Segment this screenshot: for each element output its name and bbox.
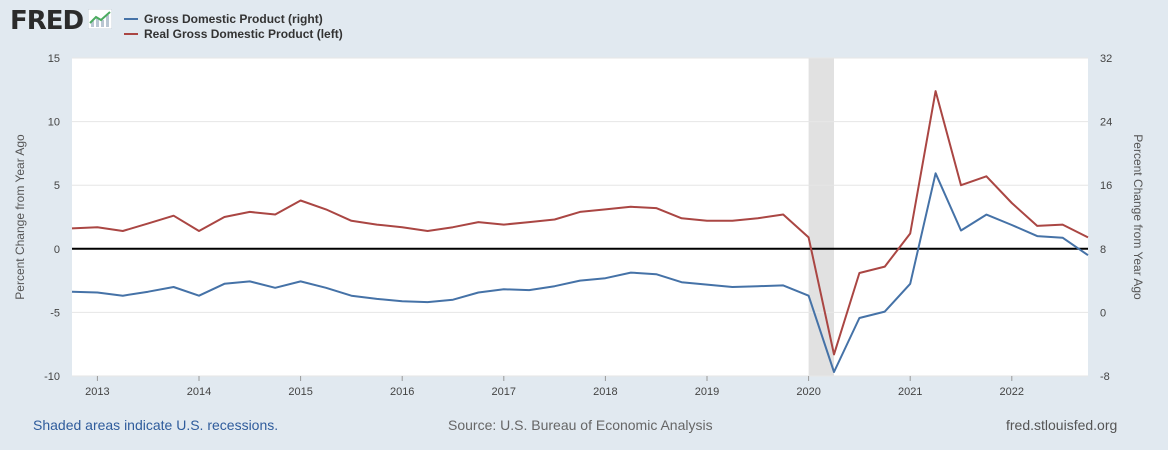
legend-label-gdp: Gross Domestic Product (right) [144, 11, 323, 26]
y-tick-label-right: 8 [1100, 244, 1106, 256]
x-tick-label: 2017 [492, 386, 516, 398]
y-tick-label-left: -5 [50, 307, 60, 319]
series-line-gdp[interactable] [71, 172, 1089, 373]
x-tick-label: 2016 [390, 386, 414, 398]
legend-item-real-gdp[interactable]: Real Gross Domestic Product (left) [124, 26, 343, 41]
y-tick-label-right: 0 [1100, 307, 1106, 319]
series-line-real-gdp[interactable] [71, 90, 1089, 356]
x-tick-label: 2021 [898, 386, 922, 398]
y-tick-label-right: 16 [1100, 180, 1112, 192]
recession-band [808, 58, 834, 376]
y-tick-label-left: 5 [54, 180, 60, 192]
y-tick-label-right: 24 [1100, 117, 1112, 129]
x-tick-label: 2013 [85, 386, 109, 398]
fred-chart-icon [88, 9, 112, 29]
y-axis-label-left: Percent Change from Year Ago [13, 134, 27, 300]
plot-area [72, 58, 1088, 376]
x-tick-label: 2019 [695, 386, 719, 398]
legend-item-gdp[interactable]: Gross Domestic Product (right) [124, 11, 343, 26]
y-tick-label-right: 32 [1100, 53, 1112, 65]
source-text: Source: U.S. Bureau of Economic Analysis [448, 417, 713, 433]
legend-swatch-real-gdp [124, 32, 138, 35]
y-tick-label-left: 10 [48, 117, 60, 129]
y-tick-label-left: 15 [48, 53, 60, 65]
x-tick-label: 2014 [187, 386, 211, 398]
site-link[interactable]: fred.stlouisfed.org [1006, 417, 1118, 433]
fred-logo[interactable]: FRED [10, 6, 84, 36]
legend: Gross Domestic Product (right) Real Gros… [124, 11, 343, 41]
y-tick-label-right: -8 [1100, 371, 1110, 383]
x-tick-label: 2015 [288, 386, 312, 398]
legend-label-real-gdp: Real Gross Domestic Product (left) [144, 26, 343, 41]
y-tick-label-left: 0 [54, 244, 60, 256]
legend-swatch-gdp [124, 17, 138, 20]
y-axis-label-right: Percent Change from Year Ago [1131, 134, 1145, 300]
x-tick-label: 2022 [1000, 386, 1024, 398]
recessions-note-link[interactable]: Shaded areas indicate U.S. recessions. [33, 417, 279, 433]
x-tick-label: 2018 [593, 386, 617, 398]
y-tick-label-left: -10 [44, 371, 60, 383]
line-chart[interactable]: -10 -5 0 5 10 15 -8 0 8 16 24 32 2013 2014 2015 2016 2… [0, 0, 1168, 400]
x-tick-label: 2020 [796, 386, 820, 398]
